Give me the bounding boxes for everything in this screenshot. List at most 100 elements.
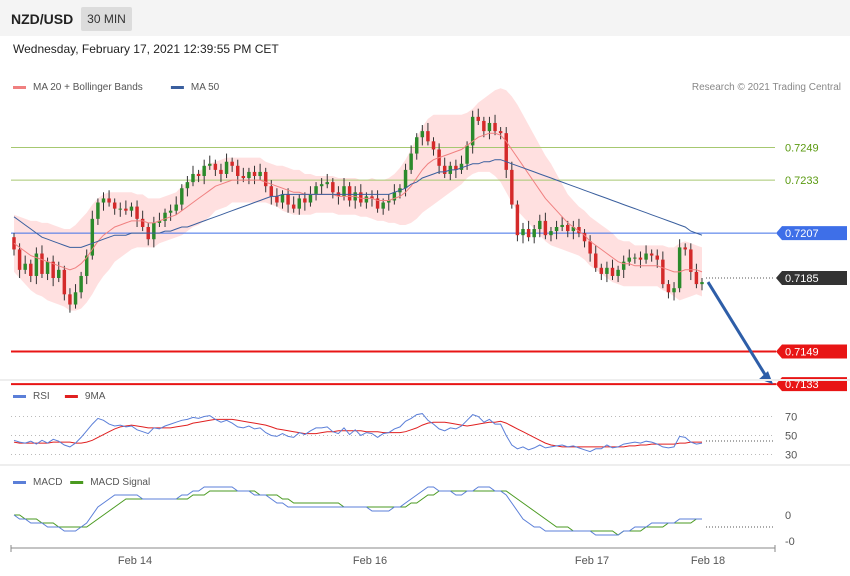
candle xyxy=(414,137,419,154)
candle xyxy=(68,294,72,305)
candle xyxy=(493,122,497,132)
candle xyxy=(17,249,22,270)
candle xyxy=(588,241,592,254)
candle xyxy=(118,208,123,210)
candle xyxy=(655,255,659,260)
candle xyxy=(465,145,469,164)
macd-tick-label: 0 xyxy=(785,510,791,522)
legend-label: MACD Signal xyxy=(90,477,150,488)
candle xyxy=(101,198,106,203)
candle xyxy=(96,202,100,219)
legend-swatch xyxy=(70,481,84,484)
candle xyxy=(538,220,542,230)
candle xyxy=(504,133,508,170)
candle xyxy=(459,163,464,170)
candle xyxy=(689,249,693,272)
candle xyxy=(403,169,408,189)
level-tag xyxy=(776,344,847,359)
candle xyxy=(331,182,335,193)
candle xyxy=(521,229,525,236)
candle xyxy=(476,116,480,121)
candle xyxy=(51,261,55,278)
x-tick-label: Feb 16 xyxy=(353,555,387,567)
legend-label: MA 50 xyxy=(191,82,220,93)
candle xyxy=(252,171,257,176)
candle xyxy=(582,233,587,242)
x-tick-label: Feb 14 xyxy=(118,555,152,567)
candle xyxy=(29,263,33,276)
candle xyxy=(241,176,246,179)
candle xyxy=(482,120,486,132)
candle xyxy=(621,261,626,270)
rsi-line xyxy=(13,413,703,453)
candle xyxy=(84,255,89,276)
panel-divider xyxy=(0,464,850,466)
candle xyxy=(560,224,564,227)
candle xyxy=(347,186,352,201)
candle xyxy=(526,229,531,238)
legend-label: RSI xyxy=(33,391,50,402)
candle xyxy=(135,206,139,219)
candle xyxy=(577,227,581,234)
candle xyxy=(700,282,704,285)
forecast-arrow-head xyxy=(759,371,773,385)
candle xyxy=(470,116,475,146)
candle xyxy=(666,284,671,293)
candle xyxy=(454,165,458,170)
candle xyxy=(677,247,682,289)
candle xyxy=(571,227,576,232)
candle xyxy=(230,161,234,166)
candle xyxy=(124,208,128,211)
candle xyxy=(644,253,648,260)
candle xyxy=(303,198,307,203)
support-level-label: 0.7149 xyxy=(785,346,819,358)
candle xyxy=(633,257,637,259)
rsi-tick-label: 30 xyxy=(785,450,797,462)
chart-datetime: Wednesday, February 17, 2021 12:39:55 PM… xyxy=(13,42,279,56)
level-tag xyxy=(776,271,847,285)
legend-label: MACD xyxy=(33,477,62,488)
forecast-arrow xyxy=(706,281,768,377)
candle xyxy=(599,267,604,274)
candle xyxy=(649,253,654,256)
candle xyxy=(196,173,201,176)
candle xyxy=(387,200,391,203)
candle xyxy=(263,171,268,187)
candle xyxy=(291,204,296,209)
legend-label: MA 20 + Bollinger Bands xyxy=(33,82,143,93)
panel-divider xyxy=(0,379,850,381)
candle xyxy=(694,271,699,285)
bollinger-band xyxy=(14,88,702,311)
legend-label: 9MA xyxy=(85,391,106,402)
candle xyxy=(375,198,380,209)
candle xyxy=(359,192,363,203)
pivot-level-label: 0.7207 xyxy=(785,228,819,240)
candle xyxy=(554,227,559,232)
candle xyxy=(202,165,206,176)
rsi-tick-label: 50 xyxy=(785,431,797,443)
candle xyxy=(247,171,251,179)
candle xyxy=(370,196,374,199)
timeframe-button[interactable]: 30 MIN xyxy=(81,7,132,31)
candle xyxy=(566,224,570,232)
candle xyxy=(40,253,44,274)
candle xyxy=(314,186,318,195)
candle xyxy=(487,122,492,132)
candle xyxy=(157,220,162,223)
candle xyxy=(34,253,39,276)
candle xyxy=(543,220,548,236)
candle xyxy=(275,196,279,203)
candle xyxy=(683,247,687,250)
pair-title: NZD/USD xyxy=(11,11,74,27)
level-tag xyxy=(776,226,847,241)
candle xyxy=(593,253,598,268)
candle xyxy=(112,202,117,209)
candle xyxy=(107,198,111,203)
candle xyxy=(191,173,195,183)
candle xyxy=(129,206,134,211)
candle xyxy=(269,186,274,197)
candle xyxy=(168,210,173,213)
candle xyxy=(409,153,413,170)
candle xyxy=(152,222,156,240)
